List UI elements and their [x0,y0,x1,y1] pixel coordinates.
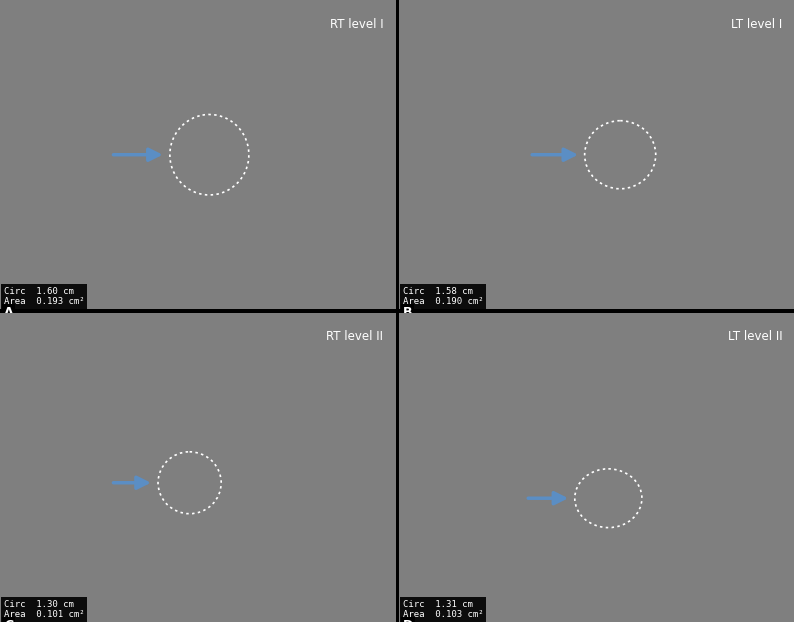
Text: Circ  1.60 cm
Area  0.193 cm²: Circ 1.60 cm Area 0.193 cm² [4,287,85,307]
Text: B: B [403,307,412,319]
Text: Circ  1.31 cm
Area  0.103 cm²: Circ 1.31 cm Area 0.103 cm² [403,600,484,619]
Text: A: A [4,307,13,319]
Text: Circ  1.30 cm
Area  0.101 cm²: Circ 1.30 cm Area 0.101 cm² [4,600,85,619]
Text: RT level I: RT level I [330,18,384,31]
Text: C: C [4,619,13,622]
Text: D: D [403,619,413,622]
Text: LT level II: LT level II [727,330,782,343]
Text: RT level II: RT level II [326,330,384,343]
Text: LT level I: LT level I [731,18,782,31]
Text: Circ  1.58 cm
Area  0.190 cm²: Circ 1.58 cm Area 0.190 cm² [403,287,484,307]
